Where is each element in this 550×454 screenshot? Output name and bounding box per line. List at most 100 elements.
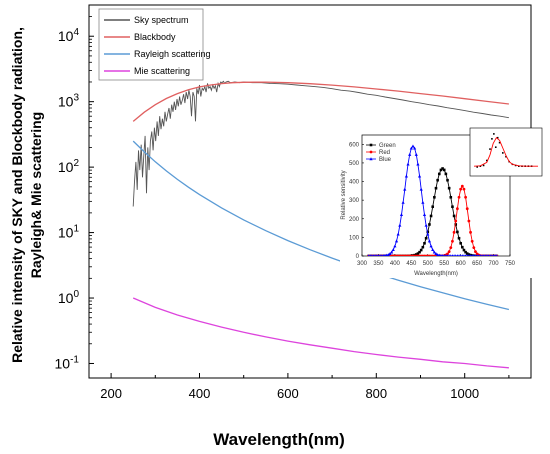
y-tick-label: 104 xyxy=(58,27,80,44)
inset-series-red-point xyxy=(460,184,464,188)
inset-series-green-point xyxy=(461,245,464,249)
inset-legend-marker xyxy=(369,157,373,161)
inset-y-tick-label: 600 xyxy=(349,142,360,148)
inset-x-tick-label: 450 xyxy=(406,261,417,267)
inset-series-blue-point xyxy=(394,239,399,243)
inset-series-blue-point xyxy=(476,254,479,256)
inset-series-blue-point xyxy=(374,254,377,256)
inset-series-blue-point xyxy=(474,254,477,256)
inset-series-green-point xyxy=(465,252,469,255)
inset-series-blue-point xyxy=(416,162,420,166)
inset-series-green-point xyxy=(429,214,433,218)
inset-series-blue-point xyxy=(444,254,447,256)
inset-series-blue-point xyxy=(469,254,472,256)
small-inset-point xyxy=(498,141,501,144)
inset-series-blue-point xyxy=(375,254,378,256)
inset-x-tick-label: 700 xyxy=(489,261,500,267)
inset-y-tick-label: 200 xyxy=(349,217,360,223)
inset-x-tick-label: 300 xyxy=(357,261,368,267)
inset-series-green-point xyxy=(431,205,435,209)
inset-series-blue-point xyxy=(414,152,418,156)
inset-series-blue-point xyxy=(383,253,387,256)
inset-series-blue-point xyxy=(413,146,417,150)
inset-series-red-point xyxy=(472,246,476,250)
inset-series-green-point xyxy=(452,214,456,218)
inset-series-red-point xyxy=(470,239,474,243)
inset-series-green-point xyxy=(457,236,461,240)
inset-series-blue-point xyxy=(426,232,430,236)
y-tick-label: 100 xyxy=(58,289,80,306)
inset-series-blue-point xyxy=(484,254,487,256)
inset-series-green-point xyxy=(428,223,431,226)
inset-series-blue-point xyxy=(449,254,452,256)
inset-series-red-point xyxy=(469,230,472,234)
inset-x-tick-label: 400 xyxy=(390,261,401,267)
inset-series-green-point xyxy=(416,252,420,255)
inset-series-green-point xyxy=(449,195,453,199)
inset-series-blue-point xyxy=(472,254,475,256)
y-axis: 10-1 100 101 102 103 104 xyxy=(55,16,94,371)
y-axis-title-line-1: Relative intensity of SKY and Blockbody … xyxy=(9,27,25,363)
inset-x-tick-label: 750 xyxy=(505,261,516,267)
inset-series-blue-point xyxy=(411,144,415,148)
inset-series-blue-point xyxy=(492,254,495,256)
inset-series-green-point xyxy=(419,248,423,252)
inset-legend-label: Green xyxy=(379,143,396,149)
inset-series-blue-point xyxy=(417,174,422,178)
legend-label: Mie scattering xyxy=(134,66,190,76)
inset-series-blue-point xyxy=(434,252,438,256)
inset-series-blue-point xyxy=(427,239,432,243)
inset-series-blue-point xyxy=(489,254,492,256)
y-tick-label: 103 xyxy=(58,93,80,110)
small-inset-point xyxy=(494,146,497,148)
inset-x-tick-label: 650 xyxy=(472,261,483,267)
x-tick-label: 600 xyxy=(277,386,299,401)
inset-series-red-point xyxy=(457,195,461,199)
inset-series-blue-point xyxy=(369,254,372,256)
inset-series-blue-point xyxy=(406,162,410,166)
inset-y-tick-label: 400 xyxy=(349,180,360,186)
inset-series-blue-point xyxy=(467,254,470,256)
x-tick-label: 1000 xyxy=(450,386,479,401)
inset-series-green-point xyxy=(424,236,428,240)
inset-series-blue-point xyxy=(396,232,400,236)
inset-series-blue-point xyxy=(386,253,390,256)
y-axis-title-line-2: Rayleigh& Mie scattering xyxy=(28,112,44,279)
y-axis-title: Relative intensity of SKY and Blockbody … xyxy=(9,27,44,363)
inset-y-tick-label: 0 xyxy=(356,254,360,260)
inset-series-red-point xyxy=(459,187,463,191)
inset-series-green-point xyxy=(439,168,443,172)
inset-axes: 300 350 400 450 500 550 600 650 700 750 0 100 200 300… xyxy=(349,142,516,267)
small-inset-frame xyxy=(469,127,543,177)
x-tick-label: 800 xyxy=(365,386,387,401)
inset-series-blue-point xyxy=(424,223,428,227)
inset-series-blue-point xyxy=(461,254,464,256)
inset-legend-label: Blue xyxy=(379,157,392,163)
small-inset-point xyxy=(482,164,485,167)
inset-series-red-point xyxy=(465,207,469,211)
inset-series-blue-point xyxy=(477,254,480,256)
series-line-sky-spectrum xyxy=(132,80,509,207)
series-line-blackbody xyxy=(132,81,509,122)
inset-series-blue-point xyxy=(431,248,435,252)
inset-series-green-point xyxy=(436,178,439,182)
inset-x-tick-label: 600 xyxy=(456,261,467,267)
inset-series-red-point xyxy=(467,219,471,223)
inset-series-green-point xyxy=(433,195,436,199)
inset-series-blue-point xyxy=(458,254,460,256)
series-line-rayleigh-scattering xyxy=(132,140,510,311)
inset-series-red-point xyxy=(451,239,454,243)
inset-series-green-point xyxy=(442,168,446,172)
inset-series-blue-point xyxy=(451,254,454,256)
inset-x-tick-label: 500 xyxy=(423,261,434,267)
inset-series-green-point xyxy=(441,167,444,170)
small-inset-point xyxy=(486,159,488,162)
inset-series-blue-point xyxy=(421,200,425,204)
inset-series-green-point xyxy=(434,186,438,190)
legend-label: Rayleigh scattering xyxy=(134,49,211,59)
small-inset-point xyxy=(505,155,507,158)
small-inset-point xyxy=(491,138,493,140)
x-tick-label: 200 xyxy=(100,386,122,401)
inset-series-green-point xyxy=(456,230,459,234)
x-axis-title: Wavelength(nm) xyxy=(213,430,345,449)
